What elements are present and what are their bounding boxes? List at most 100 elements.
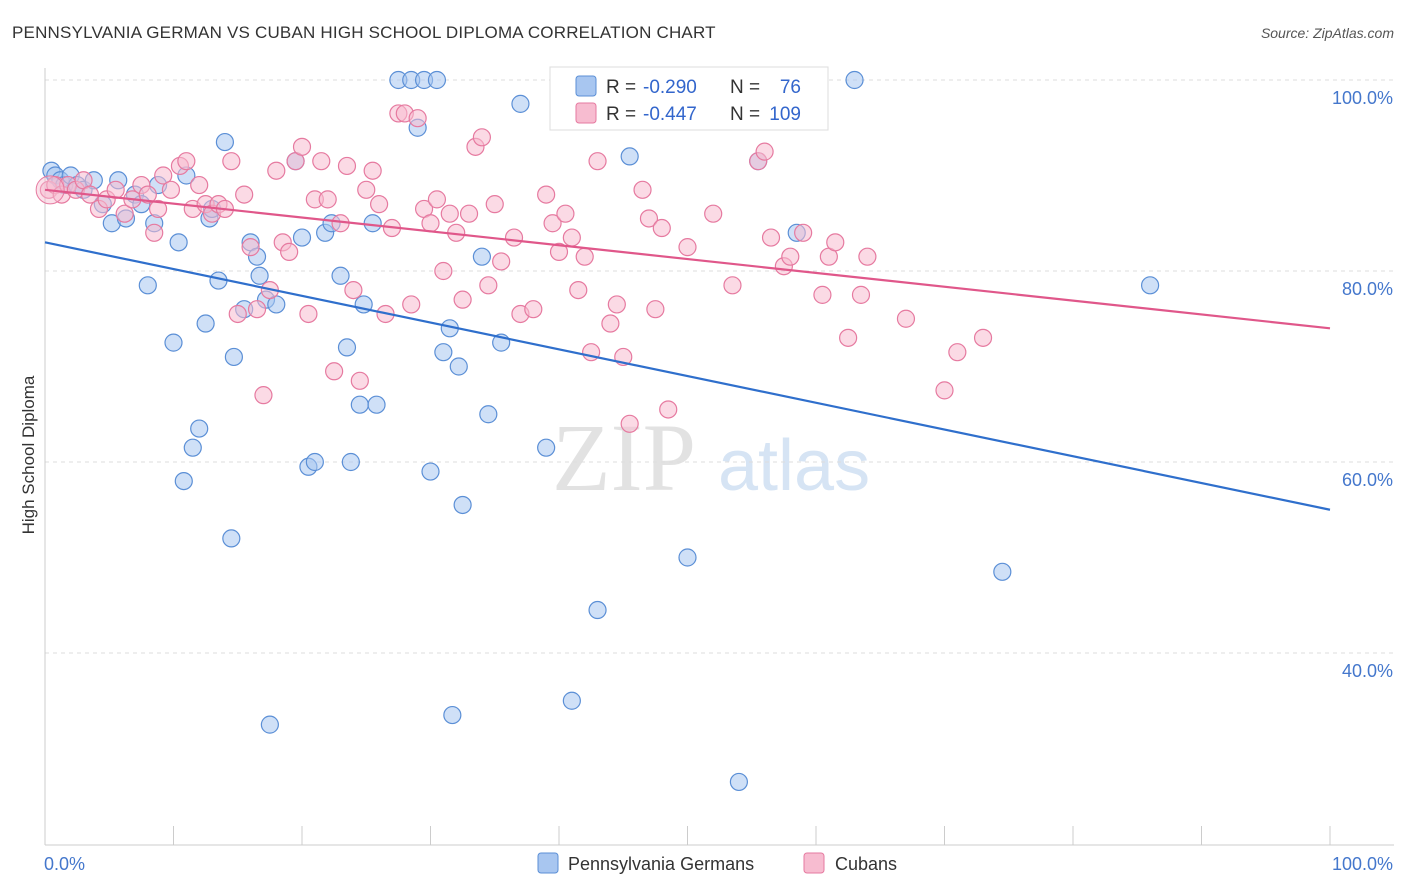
point-s0-66 bbox=[562, 691, 581, 710]
point-s1-17 bbox=[161, 180, 181, 199]
series-1-points bbox=[39, 104, 993, 433]
point-s0-73 bbox=[845, 70, 864, 90]
point-s0-60 bbox=[449, 357, 468, 376]
point-s0-68 bbox=[620, 147, 639, 166]
legend-top: R = -0.290 N = 76 R = -0.447 N = 109 bbox=[549, 66, 829, 131]
point-s1-33 bbox=[267, 161, 286, 180]
point-s1-57 bbox=[421, 214, 440, 233]
legend-n-value-0: 76 bbox=[780, 77, 801, 98]
point-s1-46 bbox=[350, 371, 369, 390]
legend-r-value-1: -0.447 bbox=[643, 104, 697, 125]
point-s1-10 bbox=[115, 204, 134, 223]
point-s1-47 bbox=[357, 180, 376, 199]
point-s0-64 bbox=[511, 94, 530, 113]
y-axis-label: High School Diploma bbox=[19, 375, 38, 534]
point-s0-28 bbox=[222, 529, 241, 548]
point-s1-27 bbox=[228, 304, 247, 324]
point-s1-106 bbox=[935, 381, 954, 400]
legend-n-label-1: N = bbox=[730, 104, 760, 125]
x-tick-labels: 0.0% 100.0% bbox=[44, 854, 1393, 874]
point-s0-62 bbox=[479, 405, 498, 424]
point-s1-19 bbox=[177, 152, 196, 171]
point-s1-69 bbox=[504, 228, 524, 247]
point-s0-67 bbox=[588, 600, 607, 620]
point-s1-45 bbox=[344, 281, 363, 300]
point-s1-101 bbox=[826, 233, 845, 252]
point-s1-95 bbox=[761, 228, 781, 247]
point-s1-92 bbox=[723, 276, 742, 295]
bottom-legend-label-cubans: Cubans bbox=[835, 854, 897, 874]
point-s0-61 bbox=[472, 247, 491, 266]
point-s1-84 bbox=[620, 414, 639, 433]
legend-n-value-1: 109 bbox=[769, 104, 801, 125]
point-s0-46 bbox=[350, 395, 369, 414]
point-s1-80 bbox=[588, 152, 607, 171]
point-s1-31 bbox=[254, 386, 273, 405]
point-s1-107 bbox=[948, 343, 967, 362]
point-s0-43 bbox=[331, 266, 350, 285]
point-s0-21 bbox=[183, 438, 202, 457]
bottom-legend-swatch-cubans bbox=[803, 852, 825, 874]
point-s1-60 bbox=[440, 204, 459, 223]
point-s1-54 bbox=[402, 295, 421, 314]
point-s0-69 bbox=[678, 548, 697, 567]
chart-title: PENNSYLVANIA GERMAN VS CUBAN HIGH SCHOOL… bbox=[12, 23, 716, 42]
point-s1-94 bbox=[755, 142, 774, 161]
legend-r-value-0: -0.290 bbox=[643, 77, 697, 98]
trend-lines bbox=[44, 188, 1331, 511]
point-s1-85 bbox=[633, 180, 652, 199]
point-s1-14 bbox=[145, 223, 164, 242]
point-s0-58 bbox=[443, 705, 462, 725]
point-s0-74 bbox=[993, 562, 1012, 581]
point-s1-37 bbox=[292, 137, 312, 156]
point-s1-59 bbox=[434, 261, 453, 281]
point-s1-97 bbox=[781, 247, 800, 266]
watermark-atlas: atlas bbox=[718, 426, 870, 506]
point-s1-26 bbox=[222, 152, 241, 171]
point-s1-77 bbox=[569, 281, 588, 300]
point-s1-87 bbox=[646, 300, 665, 319]
point-s0-70 bbox=[729, 772, 749, 792]
point-s1-86 bbox=[639, 209, 659, 228]
point-s1-98 bbox=[794, 223, 813, 242]
point-s1-75 bbox=[556, 204, 575, 223]
point-s1-66 bbox=[479, 276, 498, 295]
legend-swatch-cubans bbox=[575, 102, 597, 124]
bottom-legend-label-pa-german: Pennsylvania Germans bbox=[568, 854, 754, 874]
point-s1-104 bbox=[858, 247, 877, 266]
point-s1-103 bbox=[851, 285, 871, 304]
point-s0-55 bbox=[427, 70, 447, 90]
legend-n-label-0: N = bbox=[730, 77, 760, 98]
point-s1-44 bbox=[337, 156, 357, 176]
point-s1-102 bbox=[839, 328, 858, 347]
point-s0-35 bbox=[260, 715, 279, 734]
point-s0-45 bbox=[341, 452, 360, 472]
point-s1-91 bbox=[704, 204, 723, 223]
point-s1-48 bbox=[363, 161, 382, 180]
point-s0-38 bbox=[292, 228, 312, 247]
point-s1-105 bbox=[896, 309, 916, 328]
point-s0-49 bbox=[367, 395, 386, 414]
point-s1-49 bbox=[370, 195, 389, 214]
point-s0-22 bbox=[190, 419, 209, 438]
point-s0-14 bbox=[138, 276, 157, 295]
point-s0-17 bbox=[164, 333, 183, 352]
legend-r-label-0: R = bbox=[606, 77, 636, 98]
point-s1-89 bbox=[659, 400, 678, 419]
x-tick-label-0: 0.0% bbox=[44, 854, 85, 874]
point-s1-30 bbox=[247, 300, 267, 319]
point-s1-99 bbox=[813, 285, 832, 304]
point-s1-76 bbox=[562, 228, 581, 247]
point-s1-108 bbox=[973, 328, 993, 347]
point-s1-68 bbox=[492, 252, 511, 271]
trend-line-0 bbox=[44, 241, 1331, 511]
y-tick-labels: 100.0% 80.0% 60.0% 40.0% bbox=[1332, 88, 1393, 681]
legend-swatch-pa-german bbox=[575, 75, 597, 97]
point-s1-82 bbox=[607, 295, 626, 314]
bottom-legend-swatch-pa-german bbox=[537, 852, 559, 874]
series-0-points bbox=[42, 70, 1160, 792]
point-s1-72 bbox=[537, 185, 556, 204]
x-tick-label-1: 100.0% bbox=[1332, 854, 1393, 874]
point-s0-44 bbox=[337, 338, 357, 357]
